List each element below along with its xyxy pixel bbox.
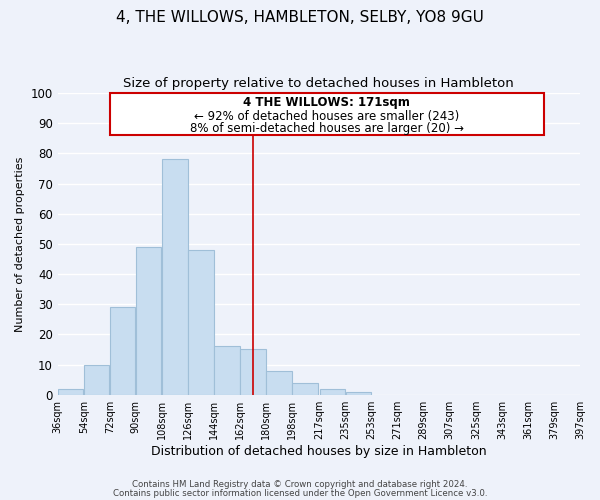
Bar: [266, 370, 292, 394]
Bar: [136, 247, 161, 394]
Y-axis label: Number of detached properties: Number of detached properties: [15, 156, 25, 332]
Text: Contains HM Land Registry data © Crown copyright and database right 2024.: Contains HM Land Registry data © Crown c…: [132, 480, 468, 489]
Text: 8% of semi-detached houses are larger (20) →: 8% of semi-detached houses are larger (2…: [190, 122, 464, 134]
FancyBboxPatch shape: [110, 93, 544, 136]
Text: 4 THE WILLOWS: 171sqm: 4 THE WILLOWS: 171sqm: [244, 96, 410, 109]
Bar: [162, 160, 188, 394]
Bar: [320, 388, 345, 394]
Text: Contains public sector information licensed under the Open Government Licence v3: Contains public sector information licen…: [113, 489, 487, 498]
Text: 4, THE WILLOWS, HAMBLETON, SELBY, YO8 9GU: 4, THE WILLOWS, HAMBLETON, SELBY, YO8 9G…: [116, 10, 484, 25]
Bar: [84, 364, 109, 394]
Text: ← 92% of detached houses are smaller (243): ← 92% of detached houses are smaller (24…: [194, 110, 460, 122]
Bar: [58, 388, 83, 394]
X-axis label: Distribution of detached houses by size in Hambleton: Distribution of detached houses by size …: [151, 444, 487, 458]
Bar: [214, 346, 239, 395]
Bar: [188, 250, 214, 394]
Title: Size of property relative to detached houses in Hambleton: Size of property relative to detached ho…: [124, 78, 514, 90]
Bar: [110, 307, 136, 394]
Bar: [346, 392, 371, 394]
Bar: [292, 382, 318, 394]
Bar: [241, 350, 266, 395]
